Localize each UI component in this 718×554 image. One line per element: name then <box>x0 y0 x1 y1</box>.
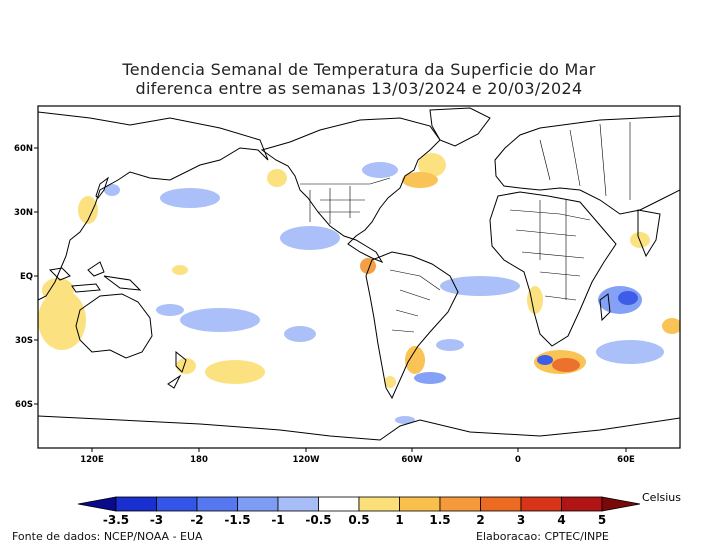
cold-patch <box>280 226 340 250</box>
cold-patch <box>362 162 398 178</box>
legend-swatch <box>77 496 117 512</box>
cold-patch <box>180 308 260 332</box>
lon-label: 120E <box>80 455 104 465</box>
legend-tick-label: 3 <box>517 513 525 527</box>
legend-unit: Celsius <box>642 491 681 504</box>
legend-swatch <box>156 496 198 512</box>
map-frame <box>37 105 681 449</box>
legend-swatch <box>318 496 360 512</box>
cold-patch <box>160 188 220 208</box>
warm-patch <box>527 286 543 314</box>
warm-patch <box>402 172 438 188</box>
madagascar <box>599 293 611 322</box>
lon-label: 60W <box>401 455 423 465</box>
south-america <box>365 251 459 400</box>
legend-swatch <box>115 496 157 512</box>
lat-label: EQ <box>20 272 33 282</box>
maritime-islands <box>48 261 142 293</box>
warm-patch <box>384 376 396 388</box>
warm-patch <box>662 318 680 334</box>
cold-patch <box>284 326 316 342</box>
warm-patch <box>38 290 86 350</box>
cold-patch <box>537 355 553 365</box>
antarctica <box>38 415 680 441</box>
lon-label: 180 <box>190 455 208 465</box>
warm-patch <box>78 196 98 224</box>
greenland <box>429 107 491 147</box>
north-america <box>260 117 441 264</box>
legend-tick-label: -3 <box>150 513 163 527</box>
asia-coast <box>38 111 269 301</box>
legend-swatch <box>601 496 641 512</box>
legend-swatch <box>237 496 279 512</box>
latitude-axis <box>34 147 38 405</box>
australia <box>75 293 153 359</box>
lon-label: 60E <box>617 455 635 465</box>
warm-patch <box>176 358 196 374</box>
legend-swatch <box>480 496 522 512</box>
longitude-axis <box>91 448 627 452</box>
europe <box>494 115 680 215</box>
warm-patch <box>552 358 580 372</box>
cold-patch <box>104 184 120 196</box>
cold-patch <box>436 339 464 351</box>
legend-tick-label: 4 <box>557 513 565 527</box>
legend-tick-label: -3.5 <box>103 513 129 527</box>
cold-patch <box>596 340 664 364</box>
warm-patch <box>42 278 74 302</box>
legend-tick-label: 2 <box>476 513 484 527</box>
lat-label: 60S <box>15 400 33 410</box>
lat-label: 60N <box>14 144 33 154</box>
africa <box>489 191 617 347</box>
cold-patch <box>395 416 415 424</box>
cold-patch <box>618 291 638 305</box>
legend-swatch <box>358 496 400 512</box>
legend-tick-label: 1 <box>395 513 403 527</box>
map-subtitle: diferenca entre as semanas 13/03/2024 e … <box>135 79 583 98</box>
country-borders <box>300 122 631 333</box>
legend-swatch <box>520 496 562 512</box>
legend-tick-label: -2 <box>190 513 203 527</box>
warm-patch <box>405 346 425 374</box>
warm-patch <box>172 265 188 275</box>
warm-patch <box>267 169 287 187</box>
lon-label: 0 <box>515 455 521 465</box>
legend-swatch <box>399 496 441 512</box>
lat-label: 30S <box>15 336 33 346</box>
legend-tick-label: 5 <box>598 513 606 527</box>
japan <box>95 176 109 199</box>
cold-patch <box>156 304 184 316</box>
legend-swatch <box>277 496 319 512</box>
us-canada-border <box>300 177 391 185</box>
legend-tick-label: -1.5 <box>224 513 250 527</box>
legend-swatch <box>439 496 481 512</box>
color-legend: -3.5 -3 -2 -1.5 -1 -0.5 0.5 1 1.5 2 3 4 5 <box>77 496 641 527</box>
warm-patch <box>360 258 376 274</box>
warm-patch <box>205 360 265 384</box>
legend-tick-label: 0.5 <box>348 513 369 527</box>
data-source-note: Fonte de dados: NCEP/NOAA - EUA <box>12 530 203 543</box>
warm-patch <box>418 153 446 177</box>
legend-swatch <box>196 496 238 512</box>
legend-tick-label: -0.5 <box>305 513 331 527</box>
cold-patch <box>440 276 520 296</box>
cold-patch <box>414 372 446 384</box>
map-plot-area <box>38 106 680 448</box>
legend-tick-label: -1 <box>271 513 284 527</box>
legend-swatch <box>561 496 603 512</box>
india <box>637 209 661 258</box>
map-title: Tendencia Semanal de Temperatura da Supe… <box>122 60 596 79</box>
anomaly-patches <box>38 153 680 424</box>
new-zealand <box>167 350 187 389</box>
legend-tick-label: 1.5 <box>429 513 450 527</box>
coastlines <box>38 107 680 441</box>
lat-label: 30N <box>14 208 33 218</box>
lon-label: 120W <box>292 455 320 465</box>
credit-note: Elaboracao: CPTEC/INPE <box>476 530 609 543</box>
